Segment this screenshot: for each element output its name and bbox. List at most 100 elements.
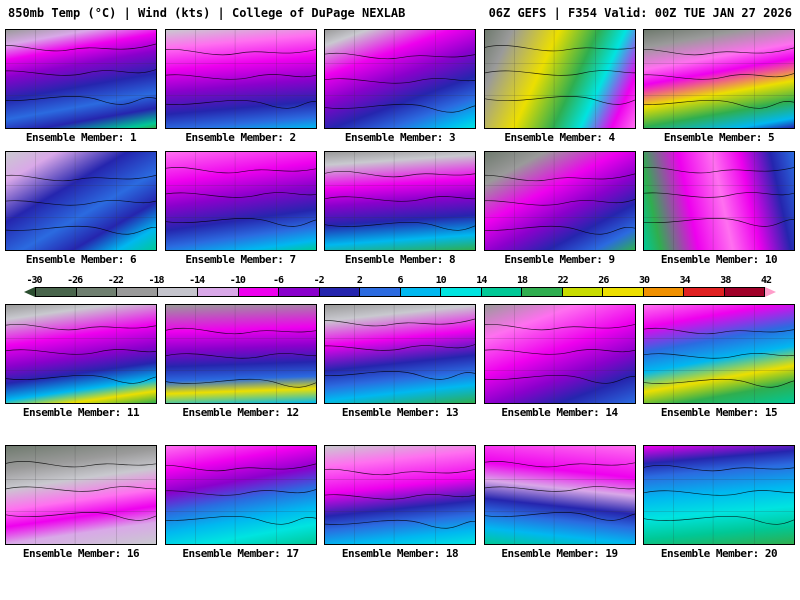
colorbar-segment [198, 288, 239, 296]
state-borders [6, 446, 156, 544]
ensemble-caption: Ensemble Member: 3 [344, 131, 456, 144]
ensemble-map [483, 151, 636, 251]
colorbar-tick-label: 6 [397, 275, 403, 286]
colorbar-segment [643, 288, 684, 296]
ensemble-caption: Ensemble Member: 20 [660, 547, 778, 560]
colorbar-segment [238, 288, 279, 296]
contour-lines [165, 30, 316, 128]
colorbar-tick-labels: -30 -26 -22 -18 -14 -10 -6 -2 2 6 10 14 18 22 26 30 34 38… [26, 275, 772, 287]
colorbar-tick-label: -2 [313, 275, 325, 286]
ensemble-caption: Ensemble Member: 13 [341, 406, 459, 419]
colorbar-tick-label: -26 [67, 275, 83, 286]
ensemble-panel: Ensemble Member: 4 [483, 29, 636, 144]
colorbar-tick-label: 2 [356, 275, 363, 286]
ensemble-map [643, 304, 795, 404]
colorbar-tick-label: -14 [189, 275, 205, 286]
contour-lines [484, 152, 635, 250]
colorbar-tick-label: 22 [557, 275, 569, 286]
colorbar-segment [76, 288, 117, 296]
ensemble-caption: Ensemble Member: 11 [22, 406, 140, 419]
ensemble-map [643, 445, 795, 545]
contour-lines [6, 152, 156, 250]
ensemble-map [164, 29, 317, 129]
colorbar-tick-label: -6 [272, 275, 284, 286]
ensemble-caption: Ensemble Member: 4 [504, 131, 615, 144]
ensemble-panel: Ensemble Member: 5 [643, 29, 795, 144]
ensemble-caption: Ensemble Member: 16 [22, 547, 140, 560]
ensemble-panel: Ensemble Member: 15 [643, 304, 795, 419]
contour-lines [6, 446, 156, 544]
contour-lines [325, 446, 475, 544]
ensemble-row-3: Ensemble Member: 11 Ensemble Member: 12 … [0, 304, 800, 419]
state-borders [484, 446, 635, 544]
ensemble-map [483, 304, 636, 404]
ensemble-map [643, 29, 795, 129]
ensemble-map [164, 151, 317, 251]
ensemble-panel: Ensemble Member: 11 [5, 304, 157, 419]
contour-lines [165, 305, 316, 403]
ensemble-panel: Ensemble Member: 2 [164, 29, 317, 144]
ensemble-panel: Ensemble Member: 6 [5, 151, 157, 266]
ensemble-map [324, 151, 476, 251]
contour-lines [644, 30, 794, 128]
colorbar-tick-label: 14 [476, 275, 487, 286]
ensemble-map [483, 445, 636, 545]
contour-lines [325, 152, 475, 250]
colorbar-segment [157, 288, 198, 296]
ensemble-panel: Ensemble Member: 18 [324, 445, 476, 560]
colorbar-segment [481, 288, 522, 296]
ensemble-panel: Ensemble Member: 14 [483, 304, 636, 419]
contour-lines [6, 30, 156, 128]
ensemble-caption: Ensemble Member: 19 [501, 547, 618, 560]
ensemble-caption: Ensemble Member: 7 [185, 253, 296, 266]
contour-lines [165, 152, 316, 250]
ensemble-panel: Ensemble Member: 13 [324, 304, 476, 419]
ensemble-map [483, 29, 636, 129]
ensemble-panel: Ensemble Member: 7 [164, 151, 317, 266]
ensemble-caption: Ensemble Member: 1 [25, 131, 137, 144]
colorbar-right-arrow-icon [765, 287, 776, 297]
ensemble-panel: Ensemble Member: 17 [164, 445, 317, 560]
state-borders [325, 30, 475, 128]
ensemble-caption: Ensemble Member: 12 [182, 406, 299, 419]
colorbar-tick-label: -22 [107, 275, 124, 286]
colorbar-segment [279, 288, 320, 296]
ensemble-map [5, 29, 157, 129]
state-borders [165, 152, 316, 250]
ensemble-row-2: Ensemble Member: 6 Ensemble Member: 7 En… [0, 151, 800, 266]
colorbar-segment [36, 288, 77, 296]
colorbar-tick-label: 38 [720, 275, 731, 286]
ensemble-map [5, 151, 157, 251]
ensemble-caption: Ensemble Member: 14 [501, 406, 618, 419]
ensemble-row-4: Ensemble Member: 16 Ensemble Member: 17 … [0, 445, 800, 560]
colorbar-segment [522, 288, 563, 296]
ensemble-panel: Ensemble Member: 16 [5, 445, 157, 560]
ensemble-map [5, 445, 157, 545]
ensemble-caption: Ensemble Member: 10 [660, 253, 778, 266]
contour-lines [6, 305, 156, 403]
contour-lines [644, 446, 794, 544]
colorbar-bar [24, 287, 776, 297]
colorbar-segment [603, 288, 644, 296]
colorbar-tick-label: 18 [516, 275, 528, 286]
colorbar-segment [117, 288, 158, 296]
colorbar-tick-label: -18 [148, 275, 164, 286]
ensemble-map [643, 151, 795, 251]
ensemble-caption: Ensemble Member: 15 [660, 406, 778, 419]
state-borders [325, 446, 475, 544]
colorbar-segment [319, 288, 360, 296]
contour-lines [484, 446, 635, 544]
ensemble-caption: Ensemble Member: 8 [344, 253, 456, 266]
header-left-title: 850mb Temp (°C) | Wind (kts) | College o… [8, 6, 406, 20]
state-borders [644, 152, 794, 250]
ensemble-map [324, 304, 476, 404]
state-borders [165, 446, 316, 544]
colorbar-segments [35, 287, 765, 297]
ensemble-caption: Ensemble Member: 18 [341, 547, 459, 560]
ensemble-panel: Ensemble Member: 8 [324, 151, 476, 266]
state-borders [484, 152, 635, 250]
ensemble-caption: Ensemble Member: 2 [185, 131, 296, 144]
header: 850mb Temp (°C) | Wind (kts) | College o… [0, 0, 800, 22]
state-borders [484, 30, 635, 128]
